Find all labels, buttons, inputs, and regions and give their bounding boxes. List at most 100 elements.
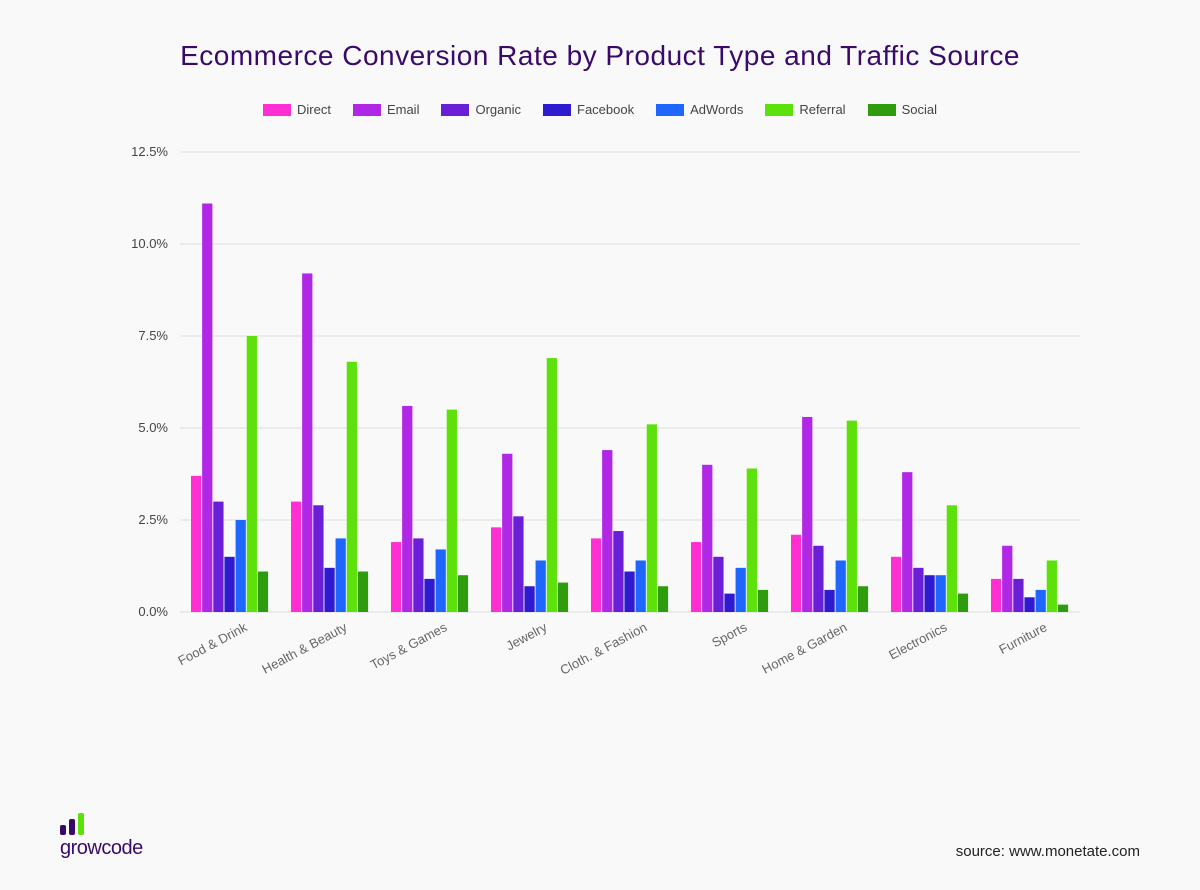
bar (902, 472, 912, 612)
bar (502, 454, 512, 612)
bar (413, 538, 423, 612)
legend-label: Organic (475, 102, 521, 117)
bar (1058, 605, 1068, 612)
bar (213, 502, 223, 612)
bar (202, 204, 212, 612)
bar (847, 421, 857, 612)
bar (636, 560, 646, 612)
legend-swatch (656, 104, 684, 116)
bar (913, 568, 923, 612)
bar (447, 410, 457, 612)
bar (236, 520, 246, 612)
bar (347, 362, 357, 612)
bar (524, 586, 534, 612)
bar (624, 572, 634, 612)
legend-label: Referral (799, 102, 845, 117)
growcode-logo: growcode (60, 811, 143, 860)
x-axis-category-label: Sports (709, 619, 750, 650)
source-attribution: source: www.monetate.com (956, 843, 1140, 860)
bar (602, 450, 612, 612)
y-axis-tick-label: 12.5% (131, 144, 168, 159)
bar (391, 542, 401, 612)
bar (658, 586, 668, 612)
y-axis-tick-label: 2.5% (138, 512, 168, 527)
bar (858, 586, 868, 612)
bar (991, 579, 1001, 612)
y-axis-tick-label: 5.0% (138, 420, 168, 435)
bar (613, 531, 623, 612)
legend-swatch (543, 104, 571, 116)
bar (1013, 579, 1023, 612)
bar (702, 465, 712, 612)
bar (736, 568, 746, 612)
x-axis-category-label: Furniture (996, 619, 1049, 657)
bar (947, 505, 957, 612)
chart-plot-area: 0.0%2.5%5.0%7.5%10.0%12.5%Food & DrinkHe… (110, 142, 1090, 702)
bar (558, 583, 568, 612)
bar (958, 594, 968, 612)
bar (691, 542, 701, 612)
bar (258, 572, 268, 612)
legend-label: Direct (297, 102, 331, 117)
bar (591, 538, 601, 612)
bar (824, 590, 834, 612)
legend-swatch (353, 104, 381, 116)
bar (424, 579, 434, 612)
bar (1024, 597, 1034, 612)
chart-container: Ecommerce Conversion Rate by Product Typ… (0, 0, 1200, 890)
legend-swatch (441, 104, 469, 116)
bar (302, 273, 312, 612)
x-axis-category-label: Toys & Games (368, 619, 450, 672)
x-axis-category-label: Home & Garden (759, 619, 849, 676)
bar (458, 575, 468, 612)
bar-chart-svg: 0.0%2.5%5.0%7.5%10.0%12.5%Food & DrinkHe… (110, 142, 1090, 702)
bar (891, 557, 901, 612)
bar (647, 424, 657, 612)
legend-item: Social (868, 102, 937, 117)
legend-item: Facebook (543, 102, 634, 117)
x-axis-category-label: Food & Drink (175, 619, 249, 668)
bar (402, 406, 412, 612)
legend: Direct Email Organic Facebook AdWords Referra… (60, 102, 1140, 117)
footer: growcode source: www.monetate.com (60, 811, 1140, 860)
bar (936, 575, 946, 612)
bar (1036, 590, 1046, 612)
bar (291, 502, 301, 612)
bar (547, 358, 557, 612)
legend-swatch (868, 104, 896, 116)
logo-text: growcode (60, 837, 143, 860)
bar (336, 538, 346, 612)
bar (1002, 546, 1012, 612)
legend-item: Organic (441, 102, 521, 117)
bar (724, 594, 734, 612)
legend-item: AdWords (656, 102, 743, 117)
bar (836, 560, 846, 612)
bar (491, 527, 501, 612)
chart-title: Ecommerce Conversion Rate by Product Typ… (60, 40, 1140, 72)
bar (713, 557, 723, 612)
y-axis-tick-label: 10.0% (131, 236, 168, 251)
bar (436, 549, 446, 612)
x-axis-category-label: Jewelry (503, 619, 549, 653)
legend-item: Direct (263, 102, 331, 117)
bar (813, 546, 823, 612)
bar (313, 505, 323, 612)
legend-label: Facebook (577, 102, 634, 117)
x-axis-category-label: Cloth. & Fashion (558, 619, 650, 677)
legend-item: Email (353, 102, 420, 117)
bar (224, 557, 234, 612)
bar (191, 476, 201, 612)
legend-swatch (765, 104, 793, 116)
bar (924, 575, 934, 612)
bar (802, 417, 812, 612)
legend-label: Email (387, 102, 420, 117)
legend-item: Referral (765, 102, 845, 117)
legend-label: AdWords (690, 102, 743, 117)
bar (1047, 560, 1057, 612)
bar (358, 572, 368, 612)
bar (324, 568, 334, 612)
x-axis-category-label: Electronics (886, 619, 950, 662)
y-axis-tick-label: 0.0% (138, 604, 168, 619)
bar (758, 590, 768, 612)
bar (536, 560, 546, 612)
